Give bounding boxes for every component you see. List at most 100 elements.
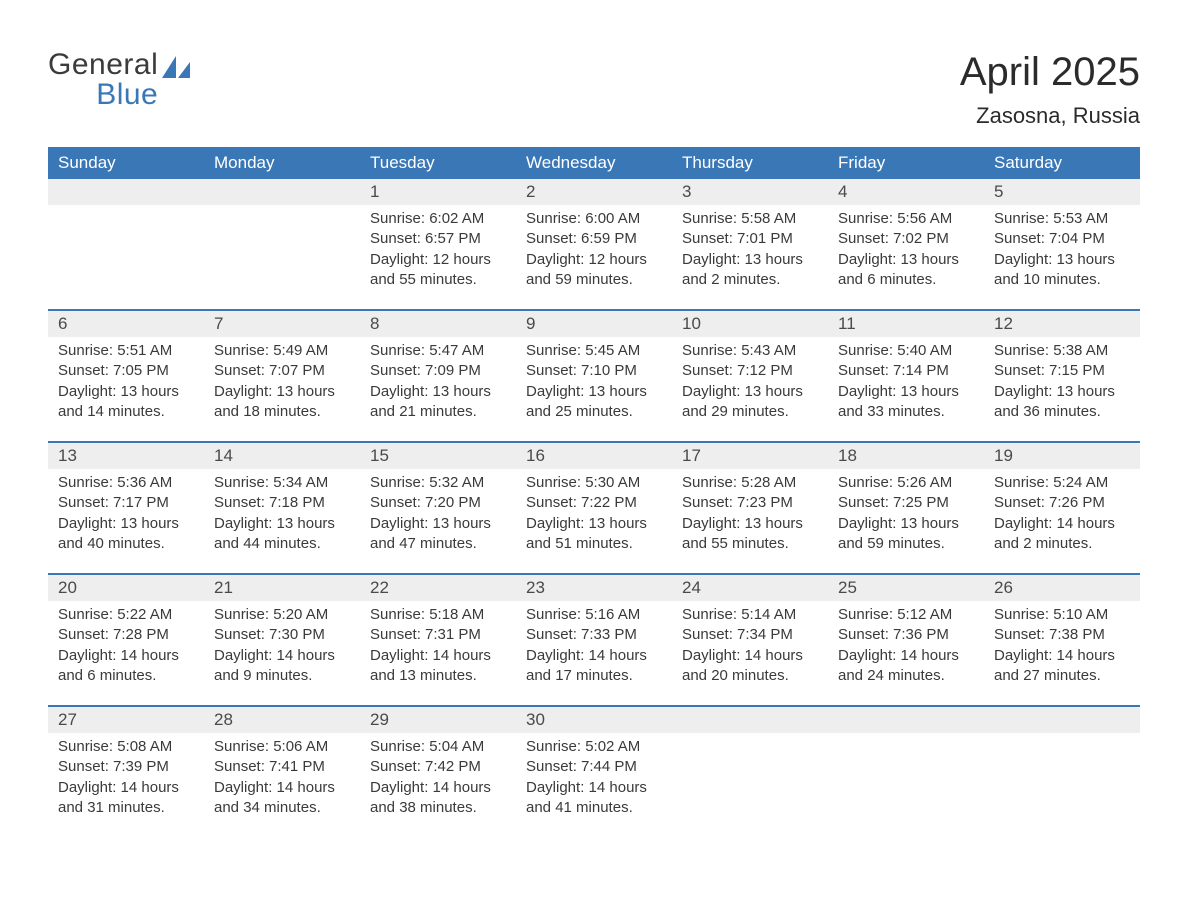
sunrise-text: Sunrise: 5:02 AM bbox=[526, 737, 662, 757]
day-number: 20 bbox=[48, 575, 204, 601]
day-body: Sunrise: 5:14 AMSunset: 7:34 PMDaylight:… bbox=[672, 601, 828, 686]
daylight-text: Daylight: 13 hours and 6 minutes. bbox=[838, 250, 974, 291]
day-cell: 19Sunrise: 5:24 AMSunset: 7:26 PMDayligh… bbox=[984, 443, 1140, 573]
daylight-text: Daylight: 14 hours and 13 minutes. bbox=[370, 646, 506, 687]
day-number: 6 bbox=[48, 311, 204, 337]
day-body: Sunrise: 5:24 AMSunset: 7:26 PMDaylight:… bbox=[984, 469, 1140, 554]
daylight-text: Daylight: 13 hours and 55 minutes. bbox=[682, 514, 818, 555]
day-cell: 12Sunrise: 5:38 AMSunset: 7:15 PMDayligh… bbox=[984, 311, 1140, 441]
daylight-text: Daylight: 13 hours and 44 minutes. bbox=[214, 514, 350, 555]
sunrise-text: Sunrise: 5:43 AM bbox=[682, 341, 818, 361]
day-number bbox=[204, 179, 360, 205]
daylight-text: Daylight: 13 hours and 21 minutes. bbox=[370, 382, 506, 423]
daylight-text: Daylight: 14 hours and 20 minutes. bbox=[682, 646, 818, 687]
sunset-text: Sunset: 7:15 PM bbox=[994, 361, 1130, 381]
day-cell: 6Sunrise: 5:51 AMSunset: 7:05 PMDaylight… bbox=[48, 311, 204, 441]
sunset-text: Sunset: 7:44 PM bbox=[526, 757, 662, 777]
day-body: Sunrise: 5:10 AMSunset: 7:38 PMDaylight:… bbox=[984, 601, 1140, 686]
daylight-text: Daylight: 13 hours and 29 minutes. bbox=[682, 382, 818, 423]
day-cell: 17Sunrise: 5:28 AMSunset: 7:23 PMDayligh… bbox=[672, 443, 828, 573]
sunrise-text: Sunrise: 5:30 AM bbox=[526, 473, 662, 493]
sunset-text: Sunset: 7:01 PM bbox=[682, 229, 818, 249]
sunrise-text: Sunrise: 5:10 AM bbox=[994, 605, 1130, 625]
page-title: April 2025 bbox=[960, 50, 1140, 95]
header: General Blue April 2025 Zasosna, Russia bbox=[48, 50, 1140, 129]
sunrise-text: Sunrise: 5:49 AM bbox=[214, 341, 350, 361]
sunset-text: Sunset: 6:59 PM bbox=[526, 229, 662, 249]
sunset-text: Sunset: 7:04 PM bbox=[994, 229, 1130, 249]
day-body: Sunrise: 5:30 AMSunset: 7:22 PMDaylight:… bbox=[516, 469, 672, 554]
day-number bbox=[828, 707, 984, 733]
week-row: 20Sunrise: 5:22 AMSunset: 7:28 PMDayligh… bbox=[48, 573, 1140, 705]
day-body bbox=[984, 733, 1140, 813]
daylight-text: Daylight: 13 hours and 36 minutes. bbox=[994, 382, 1130, 423]
day-body: Sunrise: 5:20 AMSunset: 7:30 PMDaylight:… bbox=[204, 601, 360, 686]
day-body: Sunrise: 5:45 AMSunset: 7:10 PMDaylight:… bbox=[516, 337, 672, 422]
day-body: Sunrise: 5:34 AMSunset: 7:18 PMDaylight:… bbox=[204, 469, 360, 554]
logo-word-2: Blue bbox=[48, 80, 158, 110]
sunset-text: Sunset: 7:18 PM bbox=[214, 493, 350, 513]
daylight-text: Daylight: 13 hours and 33 minutes. bbox=[838, 382, 974, 423]
daylight-text: Daylight: 14 hours and 34 minutes. bbox=[214, 778, 350, 819]
day-number: 23 bbox=[516, 575, 672, 601]
day-number: 12 bbox=[984, 311, 1140, 337]
day-body bbox=[48, 205, 204, 285]
sunset-text: Sunset: 7:26 PM bbox=[994, 493, 1130, 513]
sunrise-text: Sunrise: 5:14 AM bbox=[682, 605, 818, 625]
daylight-text: Daylight: 13 hours and 10 minutes. bbox=[994, 250, 1130, 291]
day-cell bbox=[672, 707, 828, 837]
daylight-text: Daylight: 14 hours and 2 minutes. bbox=[994, 514, 1130, 555]
dow-cell: Saturday bbox=[984, 147, 1140, 179]
day-number: 14 bbox=[204, 443, 360, 469]
daylight-text: Daylight: 13 hours and 47 minutes. bbox=[370, 514, 506, 555]
day-number: 10 bbox=[672, 311, 828, 337]
daylight-text: Daylight: 12 hours and 59 minutes. bbox=[526, 250, 662, 291]
dow-cell: Wednesday bbox=[516, 147, 672, 179]
day-number: 21 bbox=[204, 575, 360, 601]
day-body: Sunrise: 5:38 AMSunset: 7:15 PMDaylight:… bbox=[984, 337, 1140, 422]
day-body bbox=[672, 733, 828, 813]
sunset-text: Sunset: 7:39 PM bbox=[58, 757, 194, 777]
day-cell: 21Sunrise: 5:20 AMSunset: 7:30 PMDayligh… bbox=[204, 575, 360, 705]
day-cell: 4Sunrise: 5:56 AMSunset: 7:02 PMDaylight… bbox=[828, 179, 984, 309]
day-body: Sunrise: 5:16 AMSunset: 7:33 PMDaylight:… bbox=[516, 601, 672, 686]
day-number: 27 bbox=[48, 707, 204, 733]
sunset-text: Sunset: 7:12 PM bbox=[682, 361, 818, 381]
daylight-text: Daylight: 13 hours and 18 minutes. bbox=[214, 382, 350, 423]
day-cell: 25Sunrise: 5:12 AMSunset: 7:36 PMDayligh… bbox=[828, 575, 984, 705]
sunset-text: Sunset: 7:25 PM bbox=[838, 493, 974, 513]
day-body: Sunrise: 5:36 AMSunset: 7:17 PMDaylight:… bbox=[48, 469, 204, 554]
sunset-text: Sunset: 7:30 PM bbox=[214, 625, 350, 645]
sunrise-text: Sunrise: 6:00 AM bbox=[526, 209, 662, 229]
day-number: 9 bbox=[516, 311, 672, 337]
daylight-text: Daylight: 14 hours and 41 minutes. bbox=[526, 778, 662, 819]
dow-cell: Tuesday bbox=[360, 147, 516, 179]
sunrise-text: Sunrise: 5:18 AM bbox=[370, 605, 506, 625]
day-cell: 11Sunrise: 5:40 AMSunset: 7:14 PMDayligh… bbox=[828, 311, 984, 441]
day-body: Sunrise: 5:47 AMSunset: 7:09 PMDaylight:… bbox=[360, 337, 516, 422]
day-number: 25 bbox=[828, 575, 984, 601]
sunset-text: Sunset: 7:09 PM bbox=[370, 361, 506, 381]
sunrise-text: Sunrise: 5:47 AM bbox=[370, 341, 506, 361]
sunset-text: Sunset: 7:23 PM bbox=[682, 493, 818, 513]
day-cell: 15Sunrise: 5:32 AMSunset: 7:20 PMDayligh… bbox=[360, 443, 516, 573]
day-body: Sunrise: 5:58 AMSunset: 7:01 PMDaylight:… bbox=[672, 205, 828, 290]
day-cell: 13Sunrise: 5:36 AMSunset: 7:17 PMDayligh… bbox=[48, 443, 204, 573]
day-number bbox=[984, 707, 1140, 733]
sunset-text: Sunset: 7:42 PM bbox=[370, 757, 506, 777]
week-row: 27Sunrise: 5:08 AMSunset: 7:39 PMDayligh… bbox=[48, 705, 1140, 837]
day-cell: 16Sunrise: 5:30 AMSunset: 7:22 PMDayligh… bbox=[516, 443, 672, 573]
day-cell: 30 Sunrise: 5:02 AMSunset: 7:44 PMDayligh… bbox=[516, 707, 672, 837]
sunset-text: Sunset: 7:28 PM bbox=[58, 625, 194, 645]
title-block: April 2025 Zasosna, Russia bbox=[960, 50, 1140, 129]
sunset-text: Sunset: 7:14 PM bbox=[838, 361, 974, 381]
sunrise-text: Sunrise: 5:53 AM bbox=[994, 209, 1130, 229]
day-cell bbox=[204, 179, 360, 309]
day-cell: 14Sunrise: 5:34 AMSunset: 7:18 PMDayligh… bbox=[204, 443, 360, 573]
day-number: 5 bbox=[984, 179, 1140, 205]
sail-icon bbox=[162, 56, 190, 78]
day-cell: 27Sunrise: 5:08 AMSunset: 7:39 PMDayligh… bbox=[48, 707, 204, 837]
day-cell: 8Sunrise: 5:47 AMSunset: 7:09 PMDaylight… bbox=[360, 311, 516, 441]
day-number: 30 bbox=[516, 707, 672, 733]
day-body: Sunrise: 5:53 AMSunset: 7:04 PMDaylight:… bbox=[984, 205, 1140, 290]
